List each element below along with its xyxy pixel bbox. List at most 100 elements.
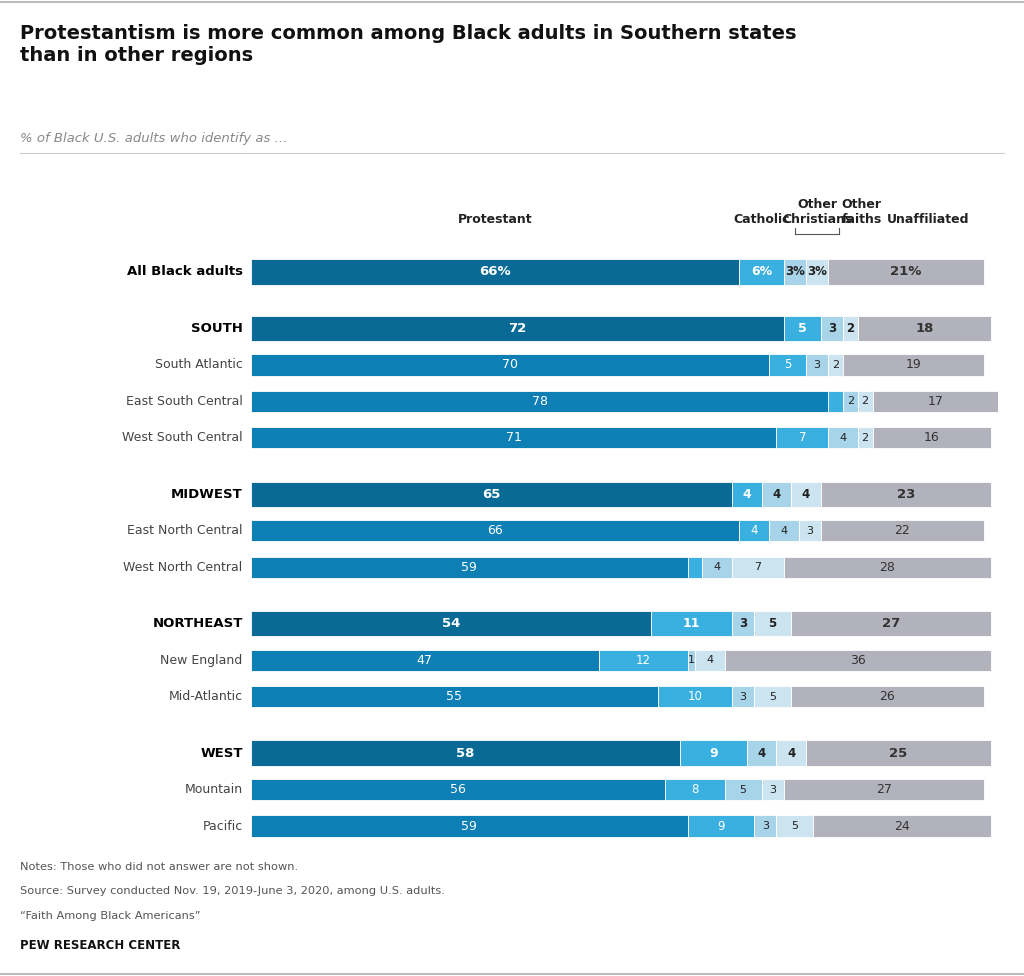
Text: 4: 4 xyxy=(758,747,766,759)
Text: 9: 9 xyxy=(717,820,725,833)
Text: 2: 2 xyxy=(833,360,839,370)
Bar xyxy=(251,520,739,542)
Text: NORTHEAST: NORTHEAST xyxy=(153,617,243,630)
Text: 5: 5 xyxy=(783,358,792,372)
Bar xyxy=(792,481,821,508)
Bar xyxy=(783,260,806,285)
Bar xyxy=(746,741,776,766)
Text: West North Central: West North Central xyxy=(124,561,243,574)
Text: New England: New England xyxy=(161,654,243,667)
Text: 55: 55 xyxy=(446,690,463,703)
Bar xyxy=(251,427,776,448)
Text: 2: 2 xyxy=(861,396,868,406)
Bar xyxy=(754,611,792,636)
Text: 3: 3 xyxy=(739,692,746,702)
Bar xyxy=(732,481,762,508)
Bar xyxy=(821,520,984,542)
Text: 54: 54 xyxy=(441,617,460,630)
Text: 10: 10 xyxy=(687,690,702,703)
Text: 70: 70 xyxy=(502,358,518,372)
Text: 4: 4 xyxy=(787,747,796,759)
Text: Other
faiths: Other faiths xyxy=(842,198,882,226)
Bar xyxy=(828,390,843,412)
Bar xyxy=(843,354,984,376)
Text: 1: 1 xyxy=(688,655,694,666)
Text: 24: 24 xyxy=(894,820,910,833)
Bar xyxy=(666,779,725,800)
Bar xyxy=(843,315,858,342)
Text: 27: 27 xyxy=(876,783,892,796)
Bar xyxy=(813,815,991,836)
Text: 4: 4 xyxy=(714,562,721,572)
Text: MIDWEST: MIDWEST xyxy=(171,488,243,501)
Text: 3: 3 xyxy=(814,360,820,370)
Text: 9: 9 xyxy=(710,747,718,759)
Text: Catholic: Catholic xyxy=(733,214,790,226)
Text: 4: 4 xyxy=(707,655,714,666)
Text: 5: 5 xyxy=(798,322,807,335)
Bar xyxy=(725,779,762,800)
Text: 58: 58 xyxy=(457,747,475,759)
Bar xyxy=(251,779,666,800)
Text: 5: 5 xyxy=(769,617,777,630)
Text: 78: 78 xyxy=(531,395,548,408)
Bar xyxy=(821,481,991,508)
Bar xyxy=(251,390,828,412)
Text: “Faith Among Black Americans”: “Faith Among Black Americans” xyxy=(20,911,201,920)
Text: 7: 7 xyxy=(755,562,762,572)
Text: 5: 5 xyxy=(769,692,776,702)
Bar xyxy=(687,815,754,836)
Text: 4: 4 xyxy=(751,524,758,537)
Bar xyxy=(754,815,776,836)
Bar xyxy=(725,650,991,671)
Bar xyxy=(843,390,858,412)
Text: 12: 12 xyxy=(636,654,650,667)
Bar xyxy=(776,741,806,766)
Bar xyxy=(658,686,732,708)
Text: 3: 3 xyxy=(762,821,769,831)
Bar xyxy=(792,611,991,636)
Text: 22: 22 xyxy=(894,524,910,537)
Text: 36: 36 xyxy=(850,654,865,667)
Bar xyxy=(251,650,599,671)
Bar xyxy=(783,315,821,342)
Bar xyxy=(251,315,783,342)
Text: 27: 27 xyxy=(882,617,900,630)
Bar xyxy=(858,390,872,412)
Bar xyxy=(251,556,687,578)
Text: 28: 28 xyxy=(880,561,895,574)
Bar xyxy=(799,520,821,542)
Bar xyxy=(687,650,695,671)
Text: 3%: 3% xyxy=(807,265,827,278)
Text: 23: 23 xyxy=(897,488,915,501)
Text: 17: 17 xyxy=(928,395,943,408)
Text: 16: 16 xyxy=(924,431,940,444)
Bar xyxy=(739,520,769,542)
Text: 8: 8 xyxy=(691,783,698,796)
Bar xyxy=(806,260,828,285)
Text: 3: 3 xyxy=(769,785,776,794)
Text: East South Central: East South Central xyxy=(126,395,243,408)
Text: Source: Survey conducted Nov. 19, 2019-June 3, 2020, among U.S. adults.: Source: Survey conducted Nov. 19, 2019-J… xyxy=(20,886,445,896)
Bar xyxy=(251,260,739,285)
Bar xyxy=(858,427,872,448)
Bar xyxy=(251,354,769,376)
Bar xyxy=(251,481,732,508)
Text: East North Central: East North Central xyxy=(127,524,243,537)
Text: 2: 2 xyxy=(847,396,854,406)
Bar xyxy=(251,686,658,708)
Text: 2: 2 xyxy=(846,322,854,335)
Text: 65: 65 xyxy=(482,488,501,501)
Bar xyxy=(776,815,813,836)
Bar xyxy=(792,686,984,708)
Text: 4: 4 xyxy=(780,526,787,536)
Bar xyxy=(769,520,799,542)
Text: 26: 26 xyxy=(880,690,895,703)
Bar xyxy=(776,427,828,448)
Bar xyxy=(858,315,991,342)
Bar xyxy=(783,779,984,800)
Text: 59: 59 xyxy=(461,820,477,833)
Bar xyxy=(732,611,754,636)
Text: 18: 18 xyxy=(915,322,934,335)
Bar xyxy=(695,650,725,671)
